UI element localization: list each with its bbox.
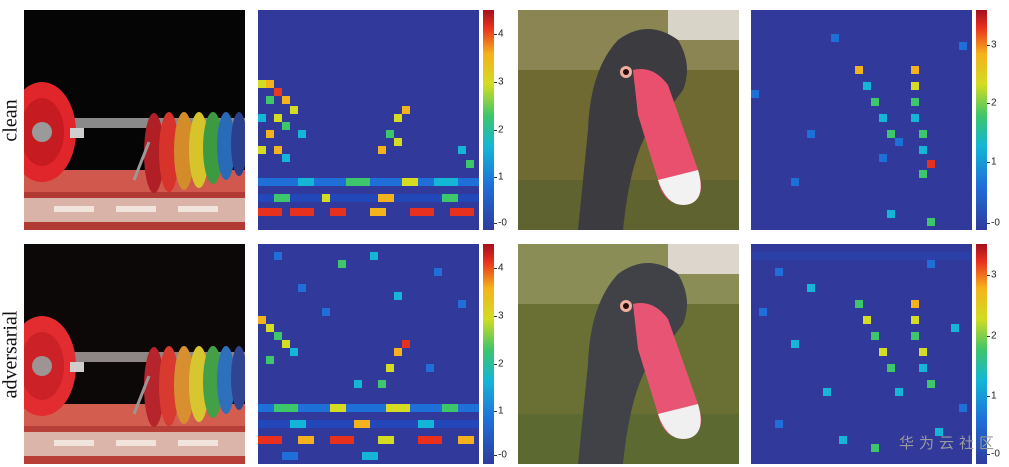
colorbar-tick: 2	[498, 358, 504, 370]
colorbar-tick: 4	[498, 28, 504, 40]
photo-barbell-clean	[24, 10, 245, 230]
colorbar-gradient	[483, 244, 494, 464]
photo-swan-adversarial	[518, 244, 739, 464]
colorbar-tick: 2	[991, 330, 997, 342]
colorbar-swan-clean: 3 2 1 -0	[976, 10, 1000, 230]
colorbar-tick: 3	[498, 76, 504, 88]
colorbar-tick: 3	[991, 39, 997, 51]
colorbar-gradient	[483, 10, 494, 230]
photo-barbell-adversarial	[24, 244, 245, 464]
colorbar-tick: 1	[498, 171, 504, 183]
colorbar-tick: -0	[991, 217, 1000, 229]
row-label-clean: clean	[0, 98, 22, 142]
colorbar-tick: 3	[498, 310, 504, 322]
colorbar-swan-adversarial: 3 2 1 -0	[976, 244, 1000, 464]
colorbar-gradient	[976, 10, 987, 230]
colorbar-tick: 2	[498, 124, 504, 136]
saliency-map-swan-clean	[751, 10, 972, 230]
colorbar-tick: -0	[498, 449, 507, 461]
colorbar-gradient	[976, 244, 987, 464]
colorbar-tick: 3	[991, 269, 997, 281]
colorbar-tick: -0	[498, 217, 507, 229]
colorbar-tick: 2	[991, 97, 997, 109]
photo-swan-clean	[518, 10, 739, 230]
colorbar-tick: 4	[498, 262, 504, 274]
row-label-adversarial: adversarial	[0, 310, 22, 398]
colorbar-tick: 1	[991, 390, 997, 402]
saliency-map-barbell-adversarial	[258, 244, 479, 464]
colorbar-barbell-clean: 4 3 2 1 -0	[483, 10, 507, 230]
saliency-map-swan-adversarial	[751, 244, 972, 464]
colorbar-tick: -0	[991, 448, 1000, 460]
colorbar-barbell-adversarial: 4 3 2 1 -0	[483, 244, 507, 464]
saliency-map-barbell-clean	[258, 10, 479, 230]
colorbar-tick: 1	[498, 405, 504, 417]
colorbar-tick: 1	[991, 156, 997, 168]
watermark: 华为云社区	[898, 434, 999, 452]
